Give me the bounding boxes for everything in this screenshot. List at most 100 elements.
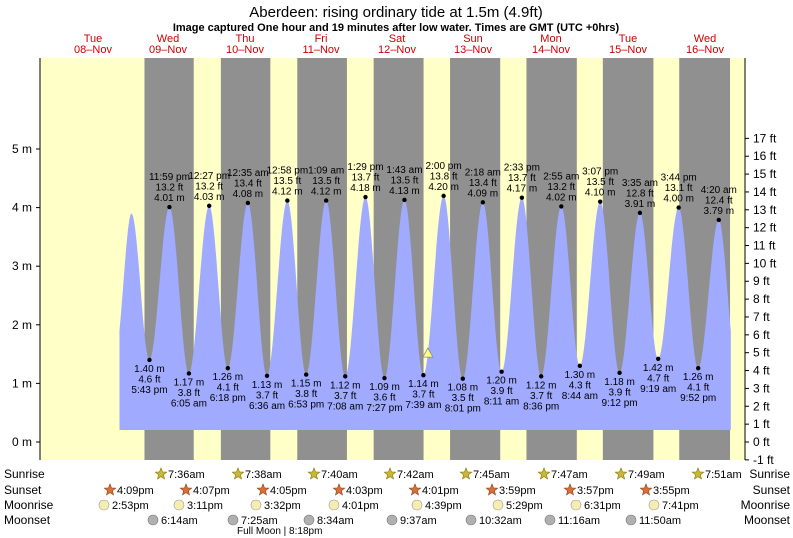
sunrise-icon <box>614 467 628 480</box>
right-tick-label: 11 ft <box>753 239 776 253</box>
tide-high-time: 3:44 pm <box>661 173 697 184</box>
day-name: Wed <box>694 33 716 45</box>
moonrise-time: 6:31pm <box>584 500 621 512</box>
right-tick-label: -1 ft <box>753 453 774 467</box>
tide-high-time: 12:27 pm <box>188 171 230 182</box>
tide-low-time: 8:01 pm <box>445 404 481 415</box>
day-name: Sat <box>389 33 406 45</box>
tide-point <box>147 357 152 363</box>
tide-low-time: 5:43 pm <box>131 385 167 396</box>
tide-point <box>186 371 192 376</box>
day-date: 11–Nov <box>302 44 340 56</box>
day-name: Sun <box>463 33 483 45</box>
moonset-time: 11:50am <box>639 515 681 527</box>
current-level-marker <box>422 347 434 358</box>
tide-low-m: 1.17 m <box>174 377 205 388</box>
tide-high-m: 3.91 m <box>625 199 656 210</box>
day-name: Tue <box>84 33 103 45</box>
tide-high-ft: 13.8 ft <box>430 171 458 182</box>
sunrise-time: 7:40am <box>321 469 358 481</box>
moonset-icon <box>465 514 477 526</box>
right-tick-label: 5 ft <box>753 346 770 360</box>
tide-low-m: 1.30 m <box>565 370 596 381</box>
tide-point <box>480 200 486 205</box>
tide-high-m: 4.12 m <box>311 187 342 198</box>
moonset-time: 6:14am <box>161 515 198 527</box>
tide-low-time: 9:12 pm <box>602 398 638 409</box>
tide-high-ft: 13.5 ft <box>273 176 301 187</box>
sunrise-time: 7:51am <box>705 469 742 481</box>
tide-point <box>617 370 622 376</box>
tide-high-m: 4.10 m <box>585 188 616 199</box>
moonrise-icon <box>328 499 340 511</box>
tide-high-time: 2:00 pm <box>426 161 462 172</box>
sunrise-icon <box>307 467 321 480</box>
tide-point <box>363 194 368 200</box>
moonset-time: 8:34am <box>317 515 354 527</box>
tide-low-ft: 4.1 ft <box>687 383 709 394</box>
moonset-icon <box>544 514 556 526</box>
tide-high-time: 4:20 am <box>701 185 737 196</box>
axes: 0 m 1 m 2 m 3 m 4 m 5 m -1 ft 0 ft 1 ft 2 ft 3 ft 4… <box>12 58 777 467</box>
tide-high-time: 1:09 am <box>308 166 344 177</box>
moonrise-time: 3:32pm <box>264 500 301 512</box>
sunset-icon <box>103 483 117 496</box>
tide-low-time: 8:44 am <box>562 391 598 402</box>
sunrise-time: 7:38am <box>245 469 282 481</box>
tide-low-m: 1.08 m <box>448 383 479 394</box>
day-date: 12–Nov <box>378 44 416 56</box>
left-tick-label: 3 m <box>12 259 32 273</box>
tide-point <box>597 199 603 204</box>
moonrise-time: 4:39pm <box>425 500 462 512</box>
sunset-icon <box>332 483 346 496</box>
tide-high-time: 1:43 am <box>386 165 422 176</box>
sunset-time: 4:03pm <box>346 485 383 497</box>
tide-low-time: 9:19 am <box>640 384 676 395</box>
sunset-time: 4:05pm <box>270 485 307 497</box>
moonset-time: 7:25am <box>241 515 278 527</box>
tide-point <box>323 198 329 203</box>
tide-high-m: 4.09 m <box>468 188 499 199</box>
tide-low-time: 7:08 am <box>327 401 363 412</box>
tide-high-ft: 13.5 ft <box>391 175 419 186</box>
sunset-icon <box>408 483 422 496</box>
day-date: 10–Nov <box>226 44 264 56</box>
tide-high-ft: 13.4 ft <box>234 178 262 189</box>
sunrise-row-label-right: Sunrise <box>749 467 790 481</box>
tide-low-m: 1.13 m <box>252 380 283 391</box>
tide-point <box>676 205 681 210</box>
day-date: 15–Nov <box>609 44 647 56</box>
tide-point <box>382 375 387 381</box>
sunset-time: 3:55pm <box>653 485 690 497</box>
tide-high-ft: 13.2 ft <box>156 183 184 194</box>
moonset-icon <box>625 514 637 526</box>
tide-point <box>559 204 564 209</box>
tide-high-time: 3:35 am <box>622 178 658 189</box>
right-tick-label: 6 ft <box>753 328 770 342</box>
tide-high-m: 4.20 m <box>428 182 459 193</box>
sunset-icon <box>639 483 653 496</box>
tide-low-ft: 3.7 ft <box>256 390 278 401</box>
tide-high-ft: 13.7 ft <box>352 173 380 184</box>
tide-low-time: 6:05 am <box>171 398 207 409</box>
moonset-icon <box>303 514 315 526</box>
sunset-icon <box>256 483 270 496</box>
tide-low-ft: 4.1 ft <box>217 383 239 394</box>
sunset-icon <box>179 483 193 496</box>
right-tick-label: 16 ft <box>753 149 777 163</box>
sunset-row-label-right: Sunset <box>753 483 791 497</box>
tide-point <box>285 198 290 203</box>
tide-area <box>119 195 731 430</box>
sunrise-row-label-left: Sunrise <box>4 467 45 481</box>
moonset-time: 11:16am <box>558 515 600 527</box>
moonrise-time: 4:01pm <box>342 500 379 512</box>
sunrise-time: 7:36am <box>168 469 205 481</box>
day-date: 09–Nov <box>149 44 187 56</box>
left-tick-label: 1 m <box>12 376 32 390</box>
tide-high-ft: 13.2 ft <box>547 182 575 193</box>
tide-low-time: 6:36 am <box>249 401 285 412</box>
moonset-icon <box>386 514 398 526</box>
tide-low-m: 1.20 m <box>486 376 517 387</box>
